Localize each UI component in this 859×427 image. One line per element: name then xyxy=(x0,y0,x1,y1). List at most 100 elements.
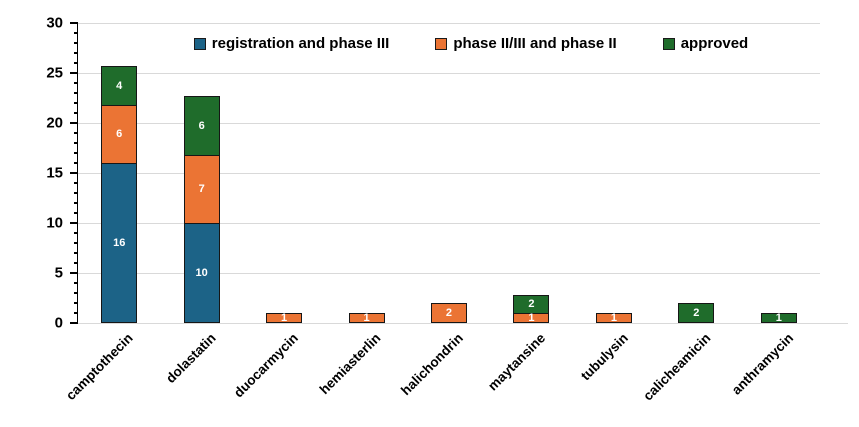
x-category-label: calicheamicin xyxy=(640,330,714,404)
y-tick-label: 15 xyxy=(46,164,63,182)
bar-segment: 1 xyxy=(595,311,632,324)
bar-segment-value: 10 xyxy=(195,266,208,279)
y-major-tick xyxy=(70,272,78,274)
bar-segment: 6 xyxy=(183,96,220,156)
y-minor-tick xyxy=(73,112,78,114)
bar-segment: 2 xyxy=(678,303,715,323)
y-minor-tick xyxy=(73,202,78,204)
bar-segment: 7 xyxy=(183,154,220,225)
y-minor-tick xyxy=(73,262,78,264)
legend-item: registration and phase III xyxy=(193,35,390,52)
bar-segment: 6 xyxy=(101,104,138,165)
y-tick-label: 5 xyxy=(54,264,63,282)
y-minor-tick xyxy=(73,82,78,84)
y-minor-tick xyxy=(73,42,78,44)
bar-segment-value: 1 xyxy=(281,311,288,324)
legend-item: phase II/III and phase II xyxy=(435,35,617,52)
y-minor-tick xyxy=(73,162,78,164)
bar-segment-value: 1 xyxy=(775,311,782,324)
x-category-label: duocarmycin xyxy=(230,330,302,401)
legend-label: registration and phase III xyxy=(211,35,390,52)
plot-area: 4 6 16 6 7 10 1 1 2 2 1 1 2 1 xyxy=(78,23,820,323)
bar-tubulysin: 1 xyxy=(573,311,655,324)
bar-halichondrin: 2 xyxy=(408,303,490,323)
y-minor-tick xyxy=(73,282,78,284)
legend-label: phase II/III and phase II xyxy=(453,35,617,52)
y-major-tick xyxy=(70,222,78,224)
gridline xyxy=(78,173,820,174)
y-axis: 0 5 10 15 20 25 30 xyxy=(0,16,78,331)
y-minor-tick xyxy=(73,142,78,144)
gridline xyxy=(78,123,820,124)
bar-camptothecin: 4 6 16 xyxy=(78,66,160,323)
y-tick-label: 10 xyxy=(46,214,63,232)
legend-swatch-icon xyxy=(193,37,206,50)
bar-segment: 1 xyxy=(348,311,385,324)
y-minor-tick xyxy=(73,102,78,104)
bar-segment-value: 1 xyxy=(363,311,370,324)
bar-segment: 10 xyxy=(183,223,220,323)
y-minor-tick xyxy=(73,312,78,314)
y-tick-label: 30 xyxy=(46,14,63,32)
bar-segment: 1 xyxy=(760,311,797,324)
legend-swatch-icon xyxy=(662,37,675,50)
gridline xyxy=(78,73,820,74)
bar-anthramycin: 1 xyxy=(738,311,820,324)
y-minor-tick xyxy=(73,32,78,34)
legend-swatch-icon xyxy=(435,37,448,50)
bar-segment-value: 16 xyxy=(113,236,126,249)
chart-legend: registration and phase III phase II/III a… xyxy=(100,36,842,51)
y-major-tick xyxy=(70,22,78,24)
bar-segment: 2 xyxy=(430,303,467,323)
y-minor-tick xyxy=(73,232,78,234)
gridline xyxy=(78,23,820,24)
y-tick-label: 25 xyxy=(46,64,63,82)
legend-item: approved xyxy=(662,35,749,52)
y-minor-tick xyxy=(73,132,78,134)
y-minor-tick xyxy=(73,92,78,94)
bar-hemiasterlin: 1 xyxy=(325,311,407,324)
y-minor-tick xyxy=(73,62,78,64)
gridline xyxy=(78,273,820,274)
bar-segment-value: 2 xyxy=(528,298,535,310)
y-axis-line xyxy=(76,23,78,324)
y-minor-tick xyxy=(73,192,78,194)
x-category-label: halichondrin xyxy=(398,330,466,399)
bar-segment: 16 xyxy=(101,163,138,323)
y-minor-tick xyxy=(73,292,78,294)
y-major-tick xyxy=(70,72,78,74)
y-tick-label: 20 xyxy=(46,114,63,132)
y-major-tick xyxy=(70,322,78,324)
y-minor-tick xyxy=(73,152,78,154)
y-minor-tick xyxy=(73,52,78,54)
bar-segment: 1 xyxy=(266,311,303,324)
y-minor-tick xyxy=(73,182,78,184)
gridline xyxy=(78,223,820,224)
bar-duocarmycin: 1 xyxy=(243,311,325,324)
y-major-tick xyxy=(70,172,78,174)
x-category-label: tubulysin xyxy=(577,330,631,384)
bar-segment: 2 xyxy=(513,294,550,315)
bar-segment-value: 4 xyxy=(116,79,123,92)
x-category-label: maytansine xyxy=(485,330,549,394)
y-minor-tick xyxy=(73,212,78,214)
x-category-label: anthramycin xyxy=(728,330,796,398)
legend-label: approved xyxy=(680,35,749,52)
bar-segment-value: 2 xyxy=(693,306,700,319)
bar-segment-value: 6 xyxy=(116,128,123,140)
bar-segment-value: 6 xyxy=(198,119,205,132)
bar-segment-value: 1 xyxy=(610,311,617,324)
bar-segment: 4 xyxy=(101,66,138,106)
bar-calicheamicin: 2 xyxy=(655,303,737,323)
x-category-label: camptothecin xyxy=(63,330,137,403)
y-minor-tick xyxy=(73,242,78,244)
y-major-tick xyxy=(70,122,78,124)
x-category-label: dolastatin xyxy=(162,330,219,386)
bar-dolastatin: 6 7 10 xyxy=(160,96,242,323)
bar-segment-value: 2 xyxy=(445,306,453,319)
bar-segment-value: 1 xyxy=(528,311,535,324)
y-tick-label: 0 xyxy=(54,314,63,332)
y-minor-tick xyxy=(73,302,78,304)
